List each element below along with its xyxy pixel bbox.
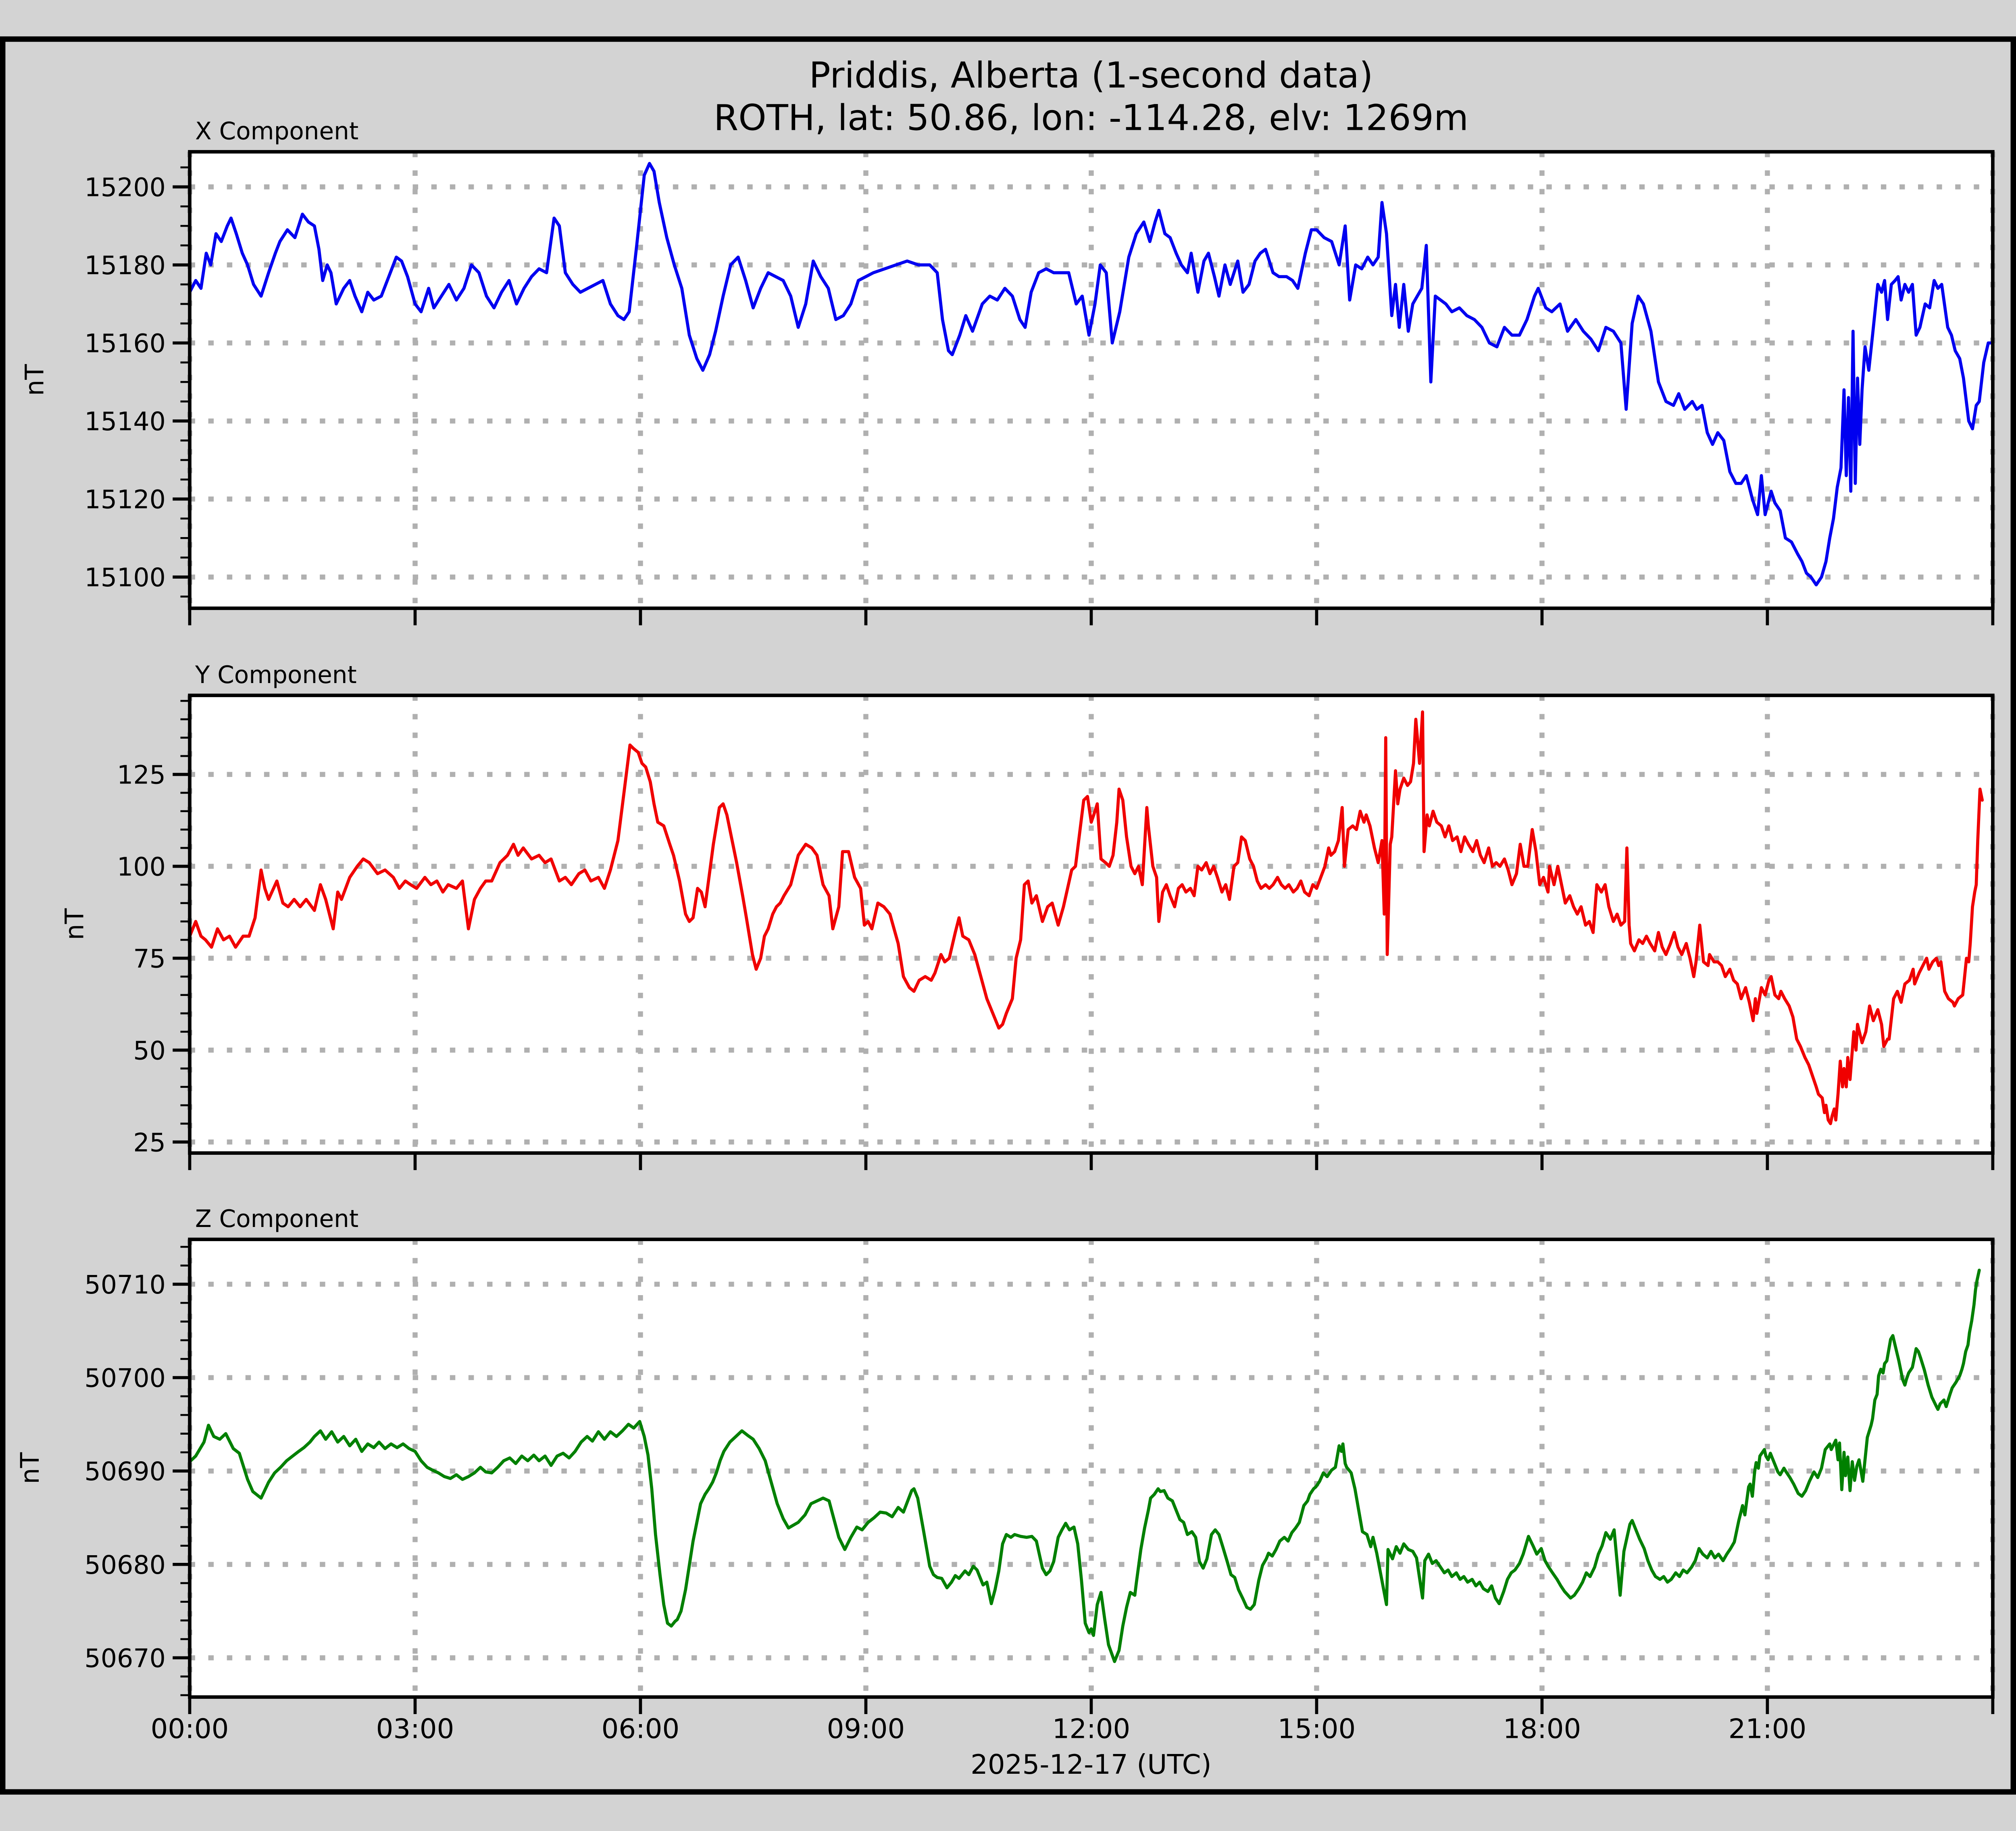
x-axis-tick-labels: 00:00 03:00 06:00 09:00 12:00 15:00 18:00 21:00	[151, 1713, 1807, 1745]
y-tick-label: 125	[117, 760, 166, 790]
y-tick-label: 15140	[84, 406, 166, 436]
z-series-line	[188, 1269, 1981, 1663]
y-tick-label: 15160	[84, 329, 166, 358]
subplot-title: Y Component	[195, 661, 357, 689]
y-tick-label: 50680	[84, 1550, 166, 1580]
subplot-z-component: 50670 50680 50690 50700 50710 Z Component nT	[15, 1205, 1995, 1714]
x-tick-label: 15:00	[1278, 1713, 1356, 1745]
subplot-title: Z Component	[195, 1205, 358, 1233]
y-tick-label: 100	[117, 852, 166, 882]
y-tick-label: 25	[133, 1127, 166, 1157]
x-tick-label: 21:00	[1729, 1713, 1807, 1745]
subplot-y-component: 25 50 75 100 125 Y Component nT	[59, 661, 1995, 1170]
x-series-line	[188, 162, 1995, 587]
y-axis-label: nT	[15, 1452, 45, 1484]
y-axis-label: nT	[20, 364, 50, 396]
x-tick-label: 00:00	[151, 1713, 229, 1745]
y-axis-label: nT	[59, 908, 89, 940]
x-tick-label: 18:00	[1503, 1713, 1581, 1745]
y-tick-label: 75	[133, 944, 166, 973]
plots-root: 15100 15120 15140 15160 15180 15200 X Componen…	[15, 118, 1995, 1745]
y-tick-label: 50670	[84, 1644, 166, 1673]
chart-title-line1: Priddis, Alberta (1-second data)	[809, 54, 1373, 96]
x-axis-date-label: 2025-12-17 (UTC)	[971, 1749, 1212, 1780]
y-tick-label: 50710	[84, 1270, 166, 1300]
x-tick-label: 06:00	[602, 1713, 680, 1745]
chart-title-line2: ROTH, lat: 50.86, lon: -114.28, elv: 126…	[714, 97, 1468, 139]
subplot-title: X Component	[195, 118, 358, 146]
x-tick-label: 09:00	[827, 1713, 905, 1745]
y-tick-label: 50690	[84, 1456, 166, 1486]
plot-area	[190, 695, 1993, 1153]
y-tick-label: 15180	[84, 250, 166, 280]
y-tick-label: 50	[133, 1035, 166, 1065]
y-tick-label: 50700	[84, 1363, 166, 1393]
x-tick-label: 03:00	[376, 1713, 454, 1745]
y-tick-label: 15120	[84, 485, 166, 515]
y-tick-label: 15100	[84, 562, 166, 592]
x-tick-label: 12:00	[1052, 1713, 1131, 1745]
figure-border	[0, 36, 2016, 1795]
y-series-line	[188, 710, 1984, 1125]
y-tick-label: 15200	[84, 173, 166, 202]
subplot-x-component: 15100 15120 15140 15160 15180 15200 X Componen…	[20, 118, 1995, 625]
